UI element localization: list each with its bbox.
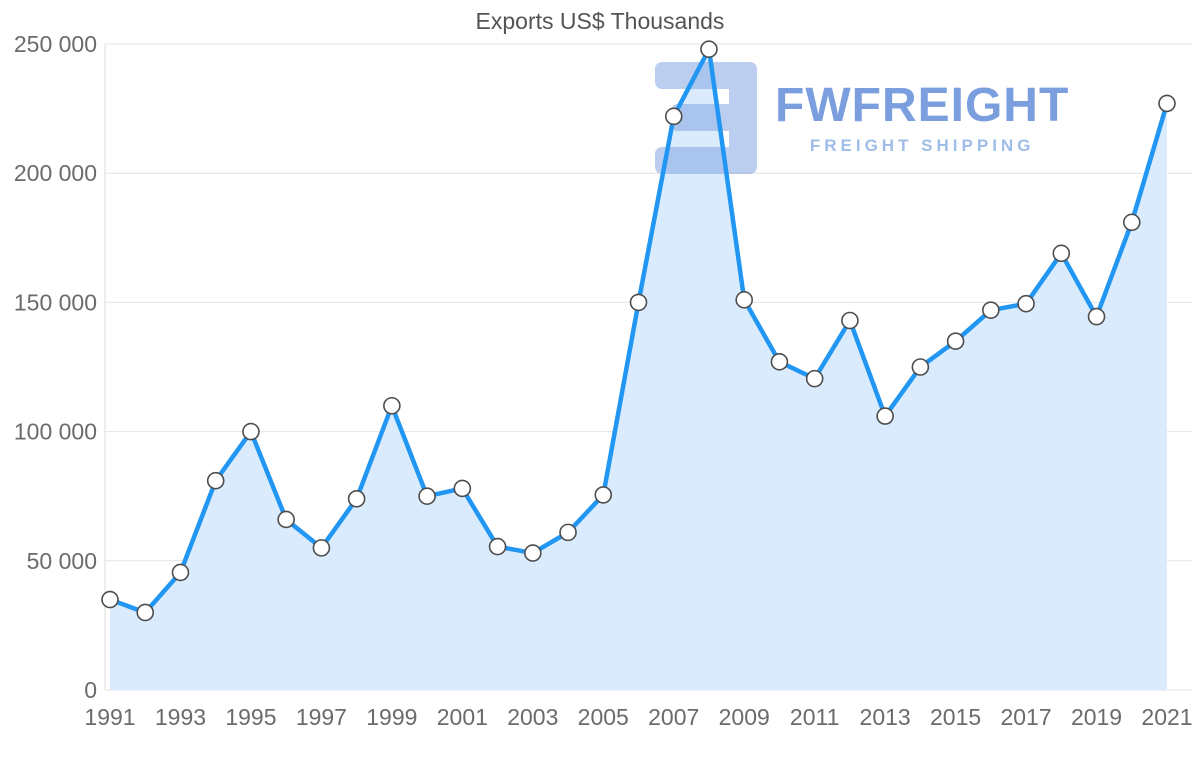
y-tick-label: 250 000 [14, 31, 97, 57]
data-point[interactable] [911, 358, 930, 376]
data-point[interactable] [206, 471, 225, 490]
data-point[interactable] [453, 479, 472, 498]
data-point[interactable] [136, 603, 155, 622]
y-tick-label: 50 000 [27, 548, 97, 574]
data-point[interactable] [347, 489, 366, 508]
series-line [107, 46, 1170, 615]
data-point[interactable] [488, 537, 507, 556]
data-point[interactable] [876, 407, 894, 425]
y-tick-label: 200 000 [14, 160, 97, 186]
x-tick-label: 2013 [860, 704, 911, 730]
y-tick-label: 150 000 [14, 289, 97, 315]
data-point[interactable] [277, 510, 295, 529]
watermark-tagline: FREIGHT SHIPPING [809, 136, 1035, 156]
data-point[interactable] [1122, 213, 1141, 232]
x-tick-label: 1997 [296, 704, 347, 730]
data-point[interactable] [383, 396, 401, 415]
data-point[interactable] [735, 291, 754, 309]
data-point[interactable] [1017, 294, 1035, 313]
x-tick-label: 1993 [155, 704, 206, 730]
data-point[interactable] [242, 422, 260, 441]
data-point[interactable] [1087, 307, 1106, 326]
x-tick-label: 2019 [1071, 704, 1122, 730]
x-tick-label: 2021 [1141, 704, 1192, 730]
y-tick-label: 100 000 [14, 419, 97, 445]
data-point[interactable] [664, 107, 683, 126]
data-point[interactable] [805, 369, 824, 388]
data-point[interactable] [559, 523, 577, 542]
x-tick-label: 1991 [84, 704, 135, 730]
data-point[interactable] [594, 486, 613, 504]
area-fill [110, 49, 1167, 691]
data-point[interactable] [1052, 244, 1071, 263]
x-tick-label: 2009 [719, 704, 770, 730]
y-tick-label: 0 [84, 677, 97, 703]
watermark-brand: FWFREIGHT [775, 78, 1070, 132]
data-point[interactable] [523, 544, 542, 562]
x-tick-label: 2001 [437, 704, 488, 730]
data-point[interactable] [841, 311, 859, 330]
x-tick-label: 2007 [648, 704, 699, 730]
chart-title: Exports US$ Thousands [475, 8, 725, 34]
data-point[interactable] [1158, 94, 1176, 113]
data-point[interactable] [101, 590, 119, 609]
watermark-text: FWFREIGHT FREIGHT SHIPPING [775, 78, 1070, 157]
data-point[interactable] [770, 353, 789, 371]
x-tick-label: 1995 [225, 704, 276, 730]
x-tick-label: 2005 [578, 704, 629, 730]
data-point[interactable] [171, 563, 190, 582]
x-tick-label: 2011 [790, 704, 839, 730]
fwfreight-logo-icon [655, 62, 757, 174]
x-tick-label: 1999 [366, 704, 417, 730]
data-point[interactable] [946, 332, 965, 350]
data-point[interactable] [418, 487, 436, 506]
x-tick-label: 2003 [507, 704, 558, 730]
data-point[interactable] [312, 539, 331, 557]
data-point[interactable] [982, 301, 1000, 319]
x-tick-label: 2017 [1000, 704, 1051, 730]
x-tick-label: 2015 [930, 704, 981, 730]
data-point[interactable] [700, 40, 718, 58]
watermark: FWFREIGHT FREIGHT SHIPPING [645, 62, 1069, 174]
data-point[interactable] [629, 293, 648, 312]
